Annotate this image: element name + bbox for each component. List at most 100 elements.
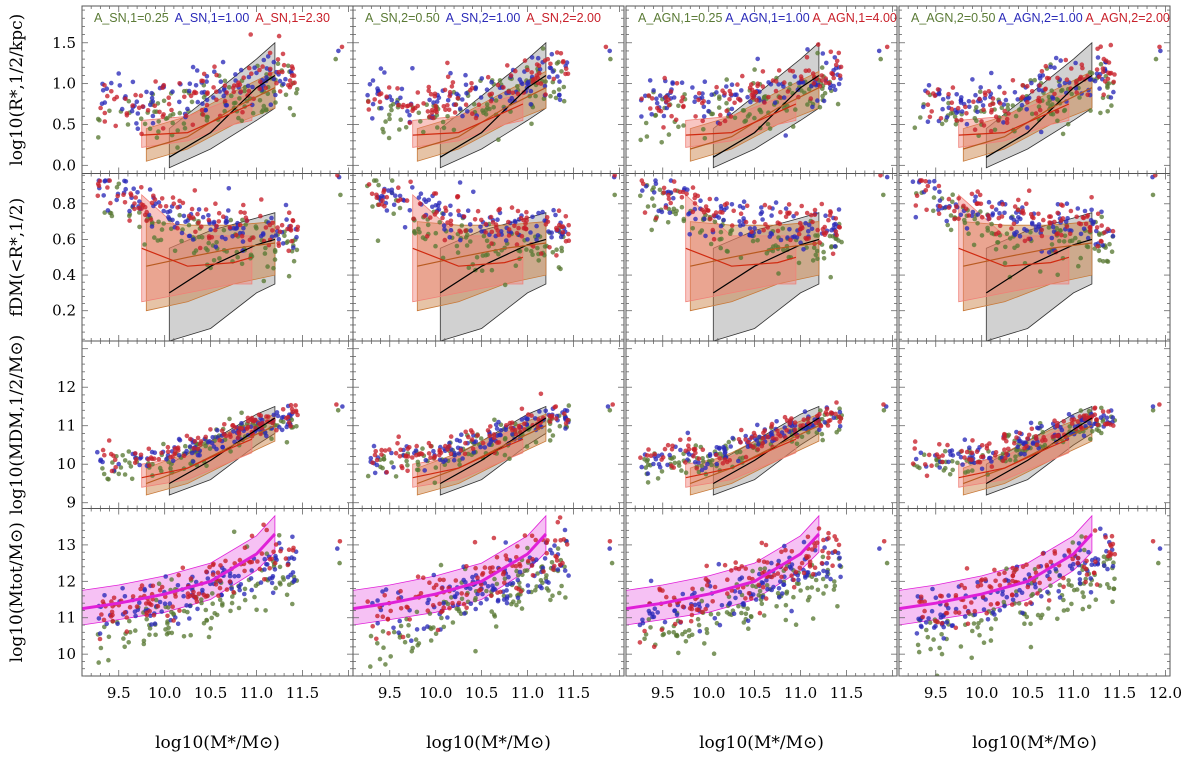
data-point: [918, 450, 924, 456]
data-point: [275, 61, 281, 66]
data-point: [912, 125, 918, 130]
data-point: [954, 92, 959, 97]
data-point: [937, 189, 942, 195]
data-point: [954, 118, 959, 123]
data-point: [700, 447, 706, 453]
data-point: [479, 217, 484, 223]
data-point: [925, 90, 931, 95]
median-line-orange_band: [417, 425, 547, 485]
data-point: [181, 121, 187, 126]
data-point: [824, 406, 830, 412]
data-point: [192, 89, 197, 95]
data-point: [550, 250, 556, 255]
data-point: [431, 115, 436, 121]
data-point: [445, 220, 450, 225]
data-point: [1043, 63, 1049, 69]
data-point: [566, 403, 572, 408]
data-point: [1063, 57, 1069, 63]
data-point: [213, 244, 219, 250]
data-point: [540, 209, 545, 215]
data-point: [746, 439, 751, 445]
data-point: [535, 55, 541, 61]
data-point: [728, 229, 733, 234]
data-point: [507, 456, 512, 462]
data-point: [1098, 110, 1103, 116]
data-point: [264, 414, 269, 419]
data-point: [421, 101, 426, 106]
data-point: [149, 95, 155, 101]
data-point: [979, 119, 984, 124]
data-point: [776, 68, 782, 73]
data-point: [191, 250, 197, 256]
data-point: [1053, 55, 1059, 61]
data-point: [717, 237, 722, 242]
data-point: [642, 210, 648, 215]
data-point: [456, 208, 461, 214]
data-point: [989, 464, 995, 469]
legend-param-name: A_SN,1: [94, 11, 137, 25]
median-line-gray_band: [712, 238, 820, 294]
data-point: [214, 240, 219, 245]
data-point: [1050, 434, 1056, 440]
data-point: [683, 470, 689, 476]
data-point: [1000, 202, 1005, 207]
data-point: [932, 178, 937, 184]
data-point: [743, 454, 749, 460]
data-point: [171, 201, 177, 206]
data-point: [1101, 69, 1106, 75]
data-point: [507, 420, 513, 426]
tick-marks: [353, 6, 624, 174]
panel-r2-c2: [352, 173, 625, 342]
data-point: [767, 205, 772, 210]
data-point: [407, 120, 413, 126]
data-point: [780, 226, 786, 231]
data-point: [398, 447, 403, 453]
data-point: [878, 173, 883, 178]
data-point: [435, 125, 440, 130]
data-point: [1002, 447, 1007, 453]
data-point: [105, 208, 111, 213]
data-point: [970, 468, 975, 473]
data-point: [240, 217, 245, 223]
data-point: [161, 112, 166, 117]
data-point: [161, 82, 167, 88]
data-point: [489, 267, 495, 273]
data-point: [1026, 188, 1032, 193]
data-point: [832, 55, 838, 60]
data-point: [806, 229, 811, 234]
data-point: [655, 476, 661, 481]
data-point: [1050, 224, 1056, 230]
data-point: [175, 145, 180, 150]
data-point: [1074, 90, 1079, 95]
data-point: [138, 93, 144, 98]
data-point: [1039, 233, 1045, 239]
data-point: [497, 432, 503, 438]
data-point: [552, 405, 557, 410]
data-point: [959, 448, 965, 454]
panel-frame: [625, 5, 898, 174]
data-point: [405, 468, 410, 474]
data-point: [101, 471, 107, 477]
data-point: [505, 63, 510, 68]
data-point: [1078, 231, 1084, 237]
legend-param-value: 0.25: [144, 11, 168, 25]
data-point: [979, 466, 985, 472]
data-point: [1158, 48, 1163, 54]
data-point: [448, 227, 454, 233]
data-point: [288, 423, 293, 429]
data-point: [187, 233, 193, 239]
legend-param-value: 1.00: [785, 11, 809, 25]
data-point: [1011, 221, 1017, 227]
data-point: [195, 211, 200, 217]
panel-r2-c4: [898, 173, 1171, 342]
data-point: [291, 73, 297, 78]
data-point: [199, 90, 205, 95]
panel-plot-area: [910, 173, 1158, 341]
data-point: [210, 591, 215, 596]
data-point: [114, 197, 119, 203]
data-point: [370, 78, 376, 83]
data-point: [1054, 225, 1059, 231]
data-point: [478, 224, 483, 230]
data-point: [699, 207, 705, 213]
